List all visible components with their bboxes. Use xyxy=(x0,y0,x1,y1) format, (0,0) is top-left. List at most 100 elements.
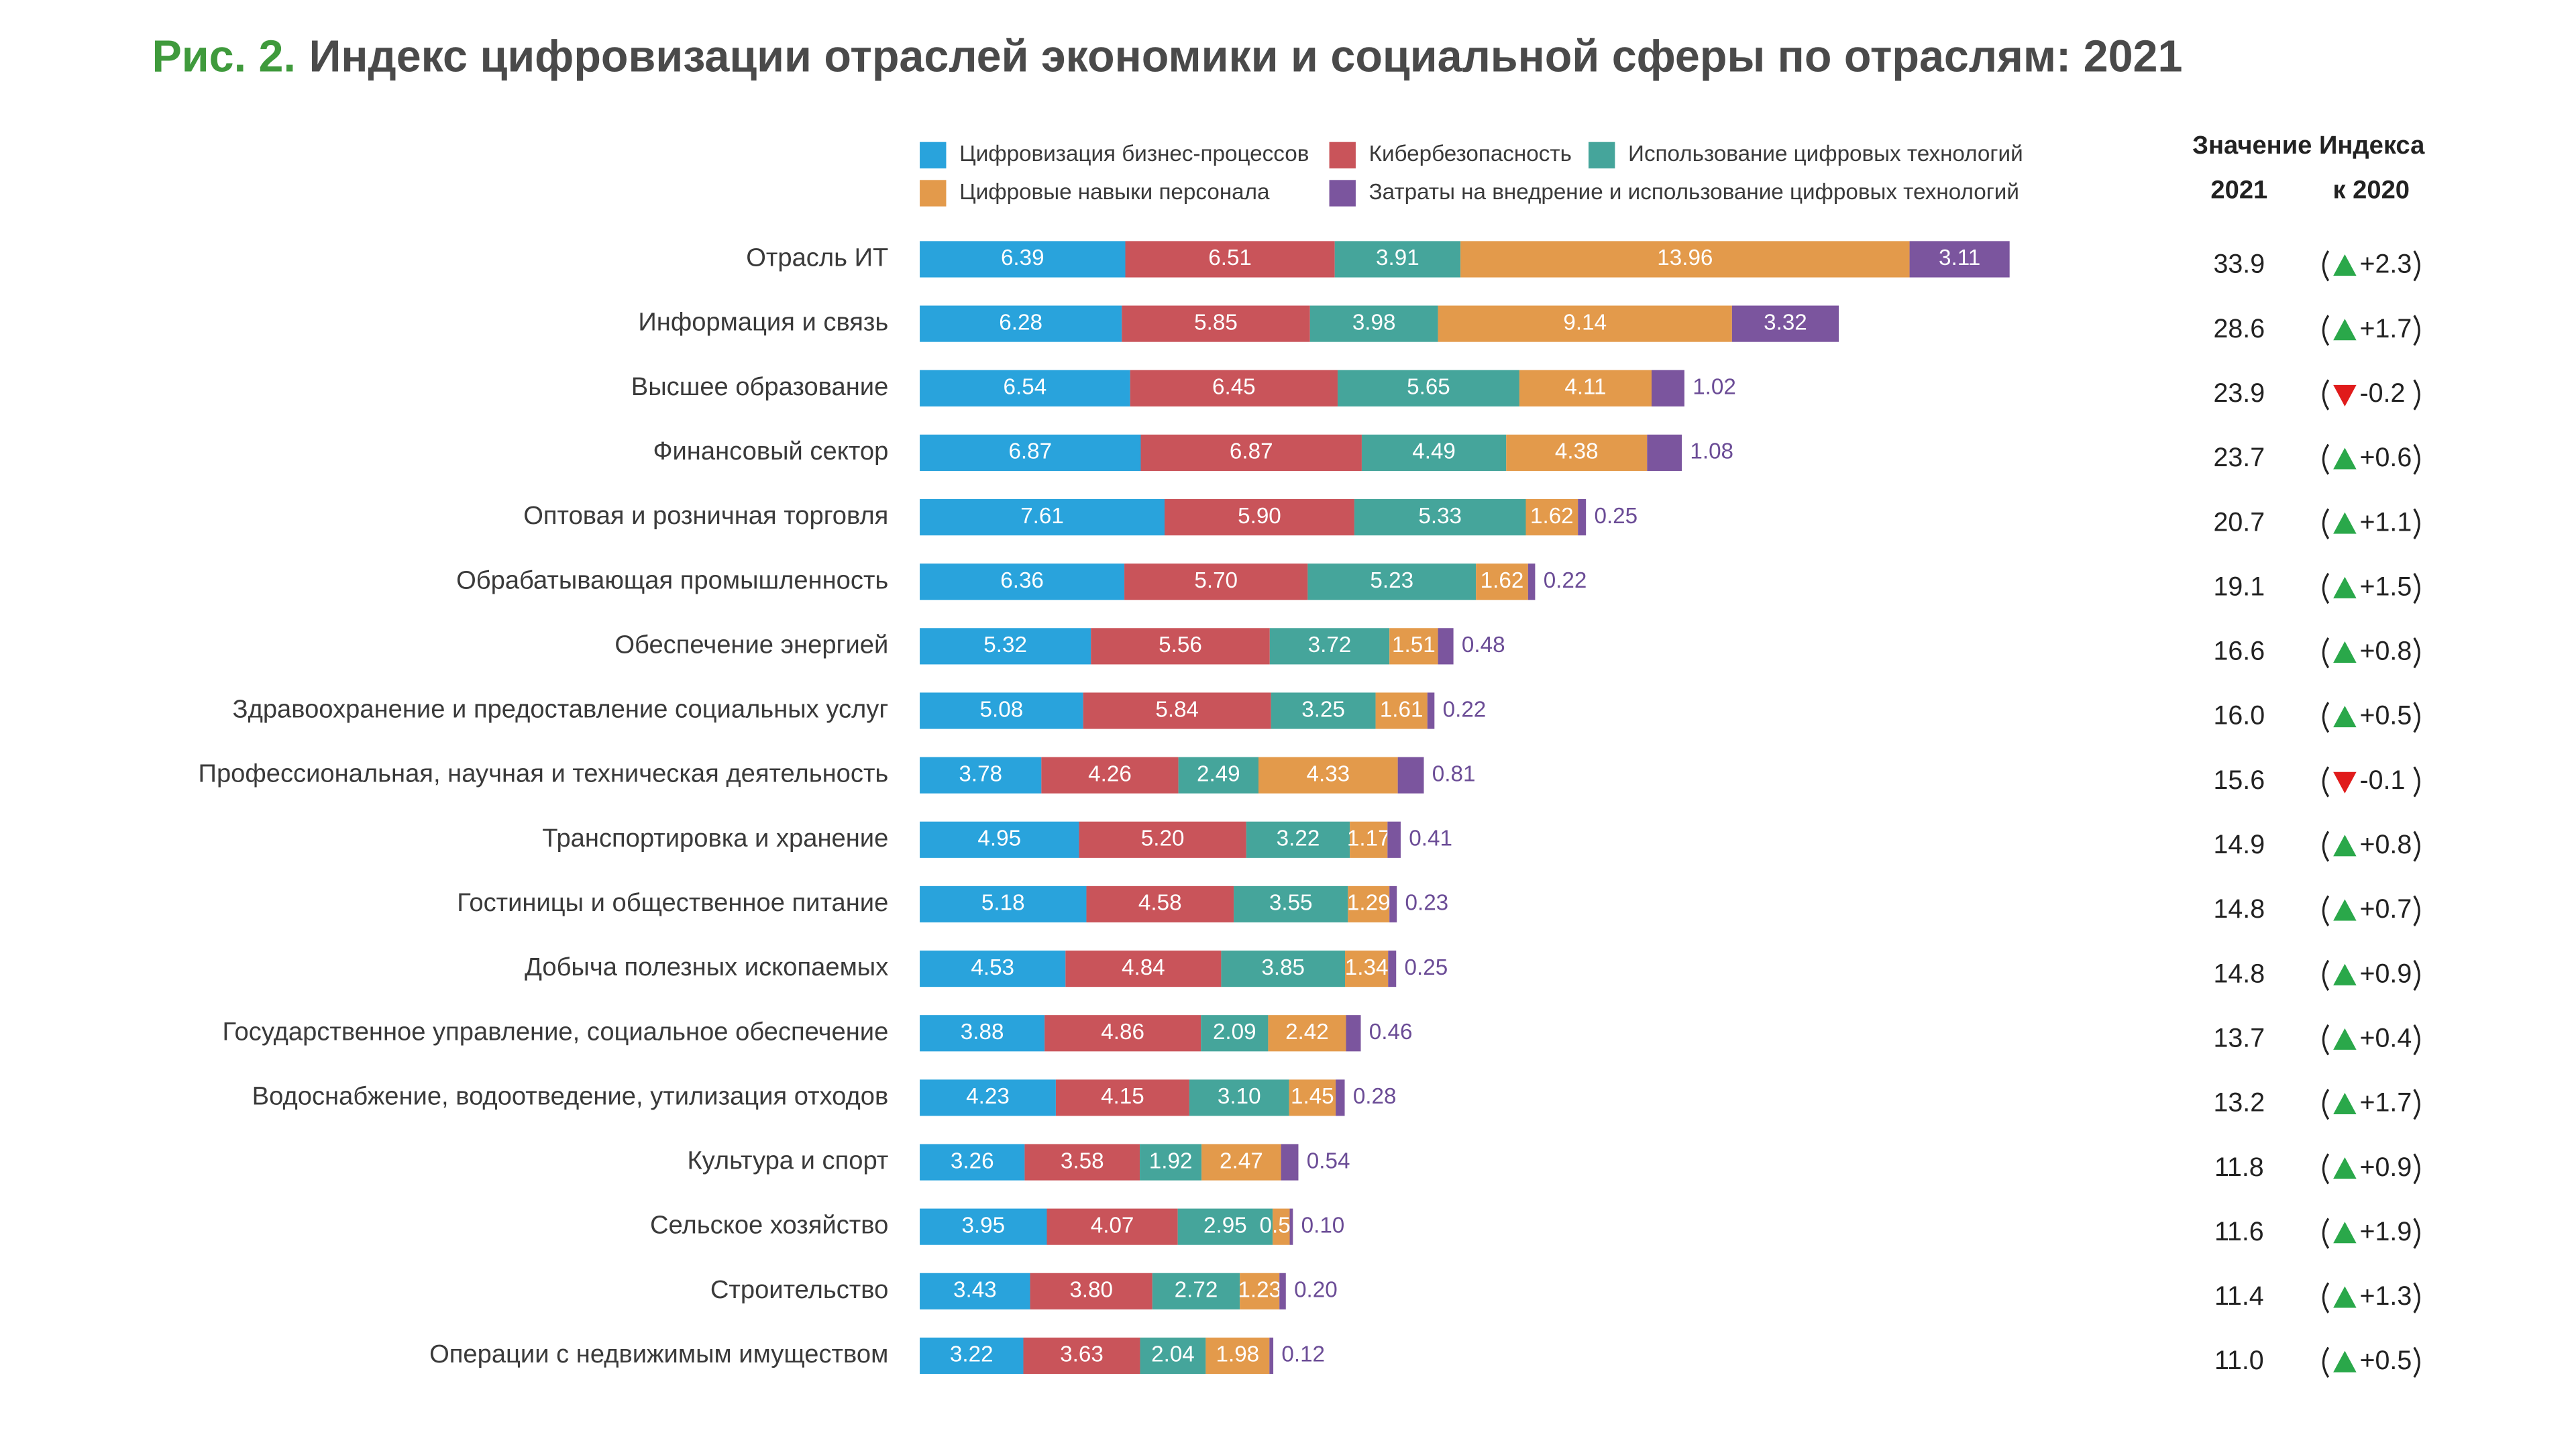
bar-segment xyxy=(1140,434,1362,471)
paren xyxy=(2322,443,2330,475)
change-arrow xyxy=(2333,641,2357,663)
value-label: 0.53 xyxy=(1259,1213,1303,1238)
value-label: 3.72 xyxy=(1308,633,1352,657)
value-label: 0.12 xyxy=(1281,1342,1325,1367)
value-label: 3.80 xyxy=(1069,1278,1113,1303)
paren xyxy=(2322,379,2330,411)
value-label: 1.34 xyxy=(1345,955,1389,980)
bar-segment xyxy=(1289,1079,1336,1116)
bar-segment xyxy=(920,951,1066,987)
value-label: 6.36 xyxy=(1000,568,1044,593)
value-label: 4.86 xyxy=(1101,1020,1144,1044)
legend-swatch xyxy=(920,180,947,207)
value-label: 0.41 xyxy=(1409,826,1452,851)
bar-segment xyxy=(1651,370,1684,407)
value-label: 4.95 xyxy=(977,826,1021,851)
value-label: 5.56 xyxy=(1159,633,1202,657)
category-label: Обрабатывающая промышленность xyxy=(456,566,888,594)
change-arrow xyxy=(2333,963,2357,985)
value-label: 5.33 xyxy=(1418,504,1462,529)
change-arrow xyxy=(2333,771,2357,794)
value-label: 3.22 xyxy=(950,1342,994,1367)
index-change: +2.3 xyxy=(2360,250,2412,279)
value-label: 0.81 xyxy=(1432,761,1476,786)
bar-segment xyxy=(1269,1337,1274,1375)
bar-segment xyxy=(1427,692,1435,729)
bar-segment xyxy=(920,885,1087,923)
bar-segment xyxy=(1273,1208,1290,1245)
value-label: 0.46 xyxy=(1369,1020,1413,1044)
bar-segment xyxy=(1397,757,1424,794)
paren xyxy=(2322,895,2330,926)
category-label: Добыча полезных ископаемых xyxy=(525,953,888,981)
paren xyxy=(2322,830,2330,862)
bar-segment xyxy=(1460,241,1910,278)
value-label: 5.65 xyxy=(1407,375,1450,400)
value-label: 5.20 xyxy=(1141,826,1185,851)
bar-segment xyxy=(1079,821,1246,858)
index-value: 19.1 xyxy=(2214,572,2265,601)
bar-segment xyxy=(1130,370,1338,407)
legend-swatch xyxy=(1329,180,1356,207)
value-label: 3.58 xyxy=(1061,1148,1104,1173)
category-label: Транспортировка и хранение xyxy=(542,824,888,853)
bar-segment xyxy=(1044,1015,1201,1052)
category-label: Информация и связь xyxy=(638,308,888,337)
bar-segment xyxy=(1578,498,1587,536)
bar-segment xyxy=(1269,628,1390,665)
paren xyxy=(2413,1089,2420,1120)
paren xyxy=(2413,443,2420,475)
bar-segment xyxy=(1525,498,1578,536)
bar-segment xyxy=(1307,564,1477,600)
paren xyxy=(2322,766,2330,798)
change-arrow xyxy=(2333,1157,2357,1179)
paren xyxy=(2413,637,2420,669)
paren xyxy=(2322,508,2330,539)
index-change: +1.9 xyxy=(2360,1217,2412,1246)
change-arrow xyxy=(2333,835,2357,857)
category-label: Гостиницы и общественное питание xyxy=(457,888,888,917)
index-change: +0.4 xyxy=(2360,1023,2412,1053)
index-change: +1.7 xyxy=(2360,1088,2412,1118)
bar-segment xyxy=(1205,1337,1270,1375)
paren xyxy=(2413,959,2420,991)
bar-segment xyxy=(1086,885,1234,923)
paren xyxy=(2322,1346,2330,1378)
bar-segment xyxy=(1389,628,1438,665)
value-label: 3.98 xyxy=(1352,310,1396,335)
bar-segment xyxy=(1046,1208,1178,1245)
bar-segment xyxy=(1731,305,1839,342)
value-label: 3.11 xyxy=(1939,246,1980,270)
bar-segment xyxy=(1289,1208,1293,1245)
table-column-header: к 2020 xyxy=(2332,176,2410,205)
bar-segment xyxy=(920,821,1079,858)
value-label: 4.53 xyxy=(971,955,1014,980)
bar-segment xyxy=(1152,1273,1240,1309)
bar-segment xyxy=(1122,305,1310,342)
bar-segment xyxy=(1023,1337,1140,1375)
paren xyxy=(2413,895,2420,926)
bar-segment xyxy=(1140,1144,1202,1181)
paren xyxy=(2413,1024,2420,1056)
value-label: 0.25 xyxy=(1594,504,1638,529)
value-label: 1.62 xyxy=(1481,568,1524,593)
change-arrow xyxy=(2333,384,2357,407)
change-arrow xyxy=(2333,1286,2357,1308)
index-change: +1.3 xyxy=(2360,1281,2412,1311)
bar-segment xyxy=(1271,692,1376,729)
bar-segment xyxy=(1234,885,1348,923)
bar-segment xyxy=(1164,498,1354,536)
value-label: 1.98 xyxy=(1216,1342,1260,1367)
value-label: 4.58 xyxy=(1138,891,1182,916)
change-arrow xyxy=(2333,1028,2357,1050)
index-value: 14.9 xyxy=(2214,830,2265,859)
bar-segment xyxy=(920,1015,1045,1052)
bar-segment xyxy=(920,628,1091,665)
value-label: 1.08 xyxy=(1690,439,1733,464)
bar-segment xyxy=(1346,1015,1361,1052)
bar-segment xyxy=(920,692,1083,729)
paren xyxy=(2413,1282,2420,1313)
value-label: 1.51 xyxy=(1392,633,1436,657)
category-label: Профессиональная, научная и техническая … xyxy=(199,759,889,788)
